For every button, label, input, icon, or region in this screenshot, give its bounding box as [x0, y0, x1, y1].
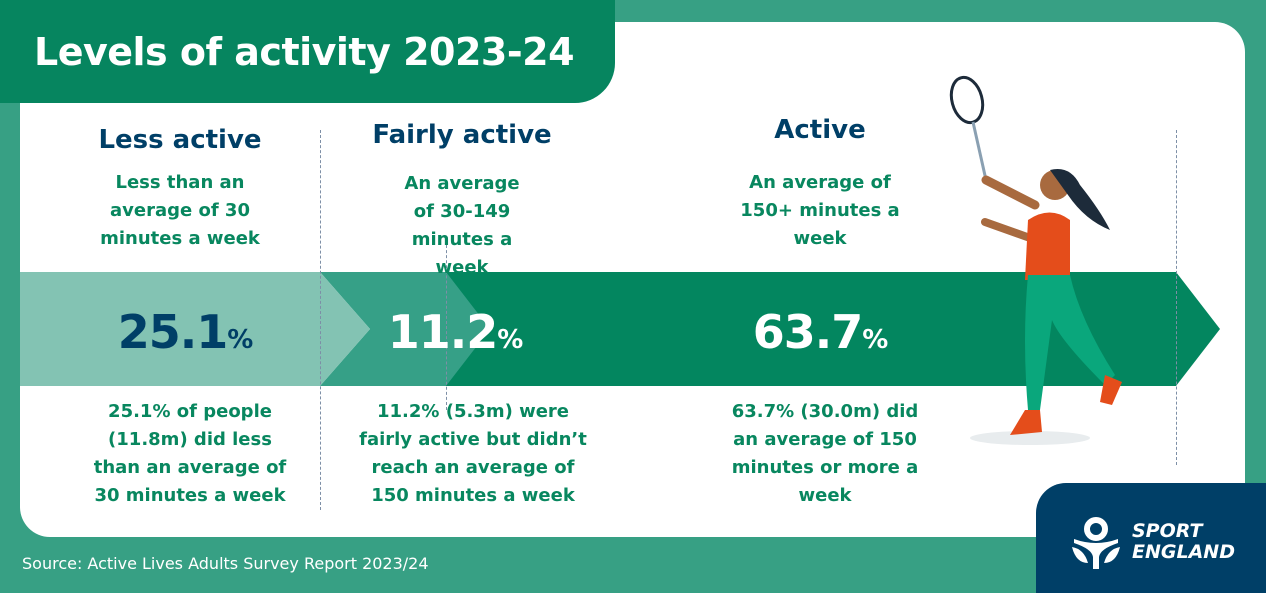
page-title: Levels of activity 2023-24	[34, 30, 575, 74]
badminton-player-illustration	[949, 75, 1122, 445]
source-note: Source: Active Lives Adults Survey Repor…	[22, 554, 429, 573]
divider	[1176, 130, 1177, 465]
logo-text: SPORT ENGLAND	[1132, 520, 1235, 563]
level-fairly-active: Fairly active An average of 30-149 minut…	[352, 120, 572, 282]
less-active-detail: 25.1% of people (11.8m) did less than an…	[93, 401, 287, 506]
active-detail: 63.7% (30.0m) did an average of 150 minu…	[731, 401, 919, 506]
fairly-active-segment	[320, 272, 490, 386]
fairly-active-value: 11.2%	[387, 305, 524, 359]
less-active-segment	[20, 272, 370, 386]
active-value: 63.7%	[752, 305, 889, 359]
divider	[446, 240, 447, 410]
fairly-active-detail: 11.2% (5.3m) were fairly active but didn…	[359, 401, 587, 506]
level-heading: Fairly active	[372, 120, 552, 150]
level-description: An average of 150+ minutes a week	[740, 172, 900, 249]
divider	[320, 130, 321, 510]
sport-england-emblem-icon	[1072, 517, 1120, 569]
level-less-active: Less active Less than an average of 30 m…	[80, 125, 280, 253]
level-description: Less than an average of 30 minutes a wee…	[100, 172, 260, 249]
less-active-value: 25.1%	[117, 305, 254, 359]
sport-england-logo: SPORT ENGLAND	[1036, 483, 1266, 593]
level-heading: Active	[774, 115, 866, 145]
title-tab	[0, 0, 615, 103]
level-description: An average of 30-149 minutes a week	[404, 173, 520, 278]
level-active: Active An average of 150+ minutes a week	[700, 115, 940, 253]
level-heading: Less active	[98, 125, 262, 155]
